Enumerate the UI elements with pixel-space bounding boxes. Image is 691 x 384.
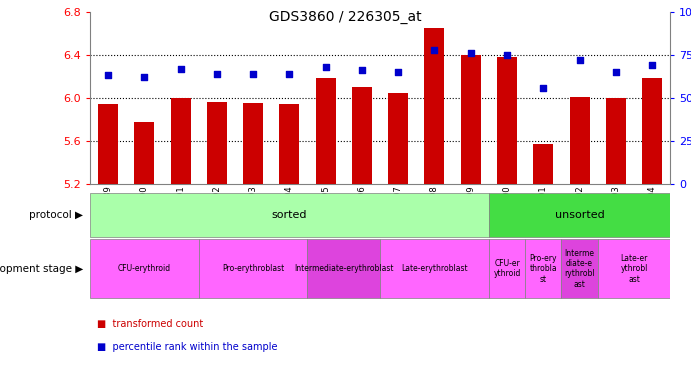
Bar (352, 87, 372, 184)
Bar (461, 55, 481, 184)
Point (392, 69, 404, 75)
Bar (243, 103, 263, 184)
Text: protocol ▶: protocol ▶ (29, 210, 83, 220)
Point (465, 50, 476, 56)
Bar (380, 239, 489, 298)
Text: ■  transformed count: ■ transformed count (97, 319, 203, 329)
Bar (171, 98, 191, 184)
Bar (98, 104, 118, 184)
Bar (489, 239, 525, 298)
Bar (424, 28, 444, 184)
Bar (316, 78, 336, 184)
Point (538, 84, 549, 91)
Point (139, 74, 150, 80)
Text: Pro-ery
throbla
st: Pro-ery throbla st (529, 254, 557, 284)
Text: ■  percentile rank within the sample: ■ percentile rank within the sample (97, 342, 277, 352)
Text: Interme
diate-e
rythrobl
ast: Interme diate-e rythrobl ast (565, 249, 595, 289)
Point (502, 51, 513, 58)
Text: CFU-er
ythroid: CFU-er ythroid (493, 259, 521, 278)
Bar (207, 102, 227, 184)
Text: sorted: sorted (272, 210, 307, 220)
Point (647, 62, 658, 68)
Text: Late-er
ythrobl
ast: Late-er ythrobl ast (621, 254, 647, 284)
Text: Late-erythroblast: Late-erythroblast (401, 264, 468, 273)
Point (247, 71, 258, 77)
Point (429, 46, 440, 53)
Bar (489, 193, 670, 237)
Bar (533, 144, 553, 184)
Point (102, 72, 113, 78)
Text: Pro-erythroblast: Pro-erythroblast (222, 264, 284, 273)
Point (175, 65, 186, 71)
Point (574, 57, 585, 63)
Bar (561, 239, 598, 298)
Point (357, 67, 368, 73)
Bar (569, 97, 589, 184)
Text: Intermediate-erythroblast: Intermediate-erythroblast (294, 264, 393, 273)
Point (610, 69, 621, 75)
Bar (90, 193, 489, 237)
Point (284, 71, 295, 77)
Bar (525, 239, 561, 298)
Bar (307, 239, 380, 298)
Bar (606, 98, 626, 184)
Bar (199, 239, 307, 298)
Bar (279, 104, 299, 184)
Bar (388, 93, 408, 184)
Text: development stage ▶: development stage ▶ (0, 264, 83, 274)
Bar (497, 57, 517, 184)
Bar (642, 78, 662, 184)
Bar (90, 239, 198, 298)
Point (211, 71, 223, 77)
Text: unsorted: unsorted (555, 210, 605, 220)
Bar (598, 239, 670, 298)
Point (320, 64, 331, 70)
Bar (134, 122, 154, 184)
Text: CFU-erythroid: CFU-erythroid (117, 264, 171, 273)
Text: GDS3860 / 226305_at: GDS3860 / 226305_at (269, 10, 422, 23)
